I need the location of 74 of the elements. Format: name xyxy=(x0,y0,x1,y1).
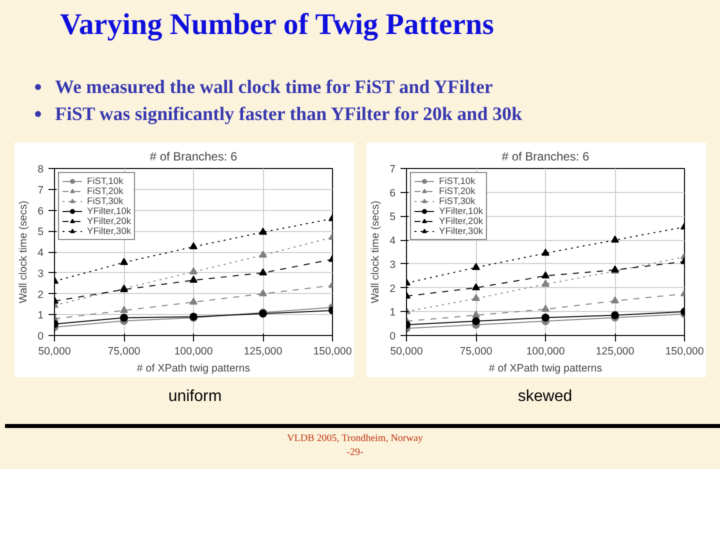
point xyxy=(120,306,128,313)
y-tick-label: 8 xyxy=(38,164,44,176)
x-tick-label: 125,000 xyxy=(596,346,634,358)
y-tick-label: 0 xyxy=(390,330,396,342)
x-tick-label: 75,000 xyxy=(460,346,492,358)
text: VLDB 2005, Trondheim, Norway xyxy=(286,432,424,446)
legend-label: FiST,10k xyxy=(87,176,124,186)
x-tick-label: 150,000 xyxy=(313,346,352,358)
x-tick-label: 75,000 xyxy=(108,346,140,358)
point xyxy=(472,310,480,318)
y-tick-label: 3 xyxy=(390,258,396,271)
point xyxy=(611,296,619,304)
point xyxy=(542,314,550,322)
point xyxy=(542,248,550,256)
y-tick-label: 6 xyxy=(38,205,44,218)
point xyxy=(120,314,128,322)
y-tick-label: 3 xyxy=(38,268,44,280)
point xyxy=(611,311,619,320)
point xyxy=(611,236,619,243)
y-tick-label: 1 xyxy=(38,310,44,322)
x-tick-label: 100,000 xyxy=(174,346,213,358)
x-tick-label: 150,000 xyxy=(665,346,704,358)
x-tick-label: 50,000 xyxy=(390,346,423,358)
legend-label: YFilter,10k xyxy=(87,206,132,216)
y-tick-label: 5 xyxy=(390,211,396,224)
legend-label: FiST,30k xyxy=(87,196,124,206)
text: skewed xyxy=(516,387,574,407)
y-axis-title: Wall clock time (secs) xyxy=(18,200,30,304)
point xyxy=(472,283,480,290)
x-tick-label: 125,000 xyxy=(244,346,282,358)
point xyxy=(542,271,550,278)
point xyxy=(259,289,267,296)
point xyxy=(259,228,267,235)
point xyxy=(190,298,198,305)
point xyxy=(120,258,128,265)
y-tick-label: 2 xyxy=(38,288,44,301)
y-tick-label: 7 xyxy=(390,164,396,176)
point xyxy=(472,294,480,302)
x-axis-title: # of XPath twig patterns xyxy=(488,362,602,374)
x-tick-label: 50,000 xyxy=(38,346,71,358)
point xyxy=(472,317,480,326)
text: uniform xyxy=(167,387,223,407)
text: -29- xyxy=(346,446,364,460)
legend-label: FiST,20k xyxy=(439,186,476,196)
point xyxy=(190,276,198,283)
y-tick-label: 0 xyxy=(38,330,44,342)
chart-title: # of Branches: 6 xyxy=(150,150,238,164)
x-axis-title: # of XPath twig patterns xyxy=(136,362,250,374)
point xyxy=(542,280,550,287)
legend-label: FiST,10k xyxy=(439,176,476,186)
legend-label: FiST,30k xyxy=(439,196,476,206)
legend-label: YFilter,20k xyxy=(439,216,484,226)
point xyxy=(259,268,267,276)
x-tick-label: 100,000 xyxy=(526,346,565,358)
point xyxy=(190,242,198,250)
y-tick-label: 4 xyxy=(38,247,44,259)
text: We measured the wall clock time for FiST and YFilter xyxy=(54,76,494,100)
y-tick-label: 2 xyxy=(390,282,396,295)
text: Varying Number of Twig Patterns xyxy=(60,7,494,43)
y-tick-label: 4 xyxy=(390,235,396,248)
legend-label: YFilter,30k xyxy=(439,226,484,236)
legend-label: YFilter,30k xyxy=(87,226,132,236)
y-tick-label: 1 xyxy=(390,306,396,319)
text: FiST was significantly faster than YFilter for 20k and 30k xyxy=(54,103,522,128)
legend-label: YFilter,20k xyxy=(87,216,132,226)
point xyxy=(472,262,480,270)
point xyxy=(542,304,550,312)
legend-label: YFilter,10k xyxy=(439,206,484,216)
y-tick-label: 5 xyxy=(38,226,44,238)
legend-label: FiST,20k xyxy=(87,186,124,196)
chart-title: # of Branches: 6 xyxy=(502,150,590,164)
y-axis-title: Wall clock time (secs) xyxy=(370,200,382,304)
y-tick-label: 7 xyxy=(38,184,44,196)
y-tick-label: 6 xyxy=(390,187,396,200)
